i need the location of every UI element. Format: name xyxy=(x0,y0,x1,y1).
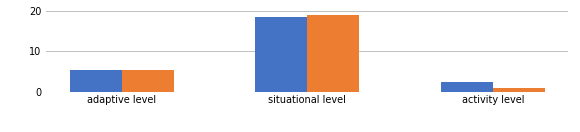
Bar xyxy=(256,17,307,92)
Bar xyxy=(493,88,545,92)
Bar xyxy=(441,82,493,92)
Bar xyxy=(307,15,359,92)
Bar xyxy=(122,70,174,92)
Bar xyxy=(70,70,122,92)
